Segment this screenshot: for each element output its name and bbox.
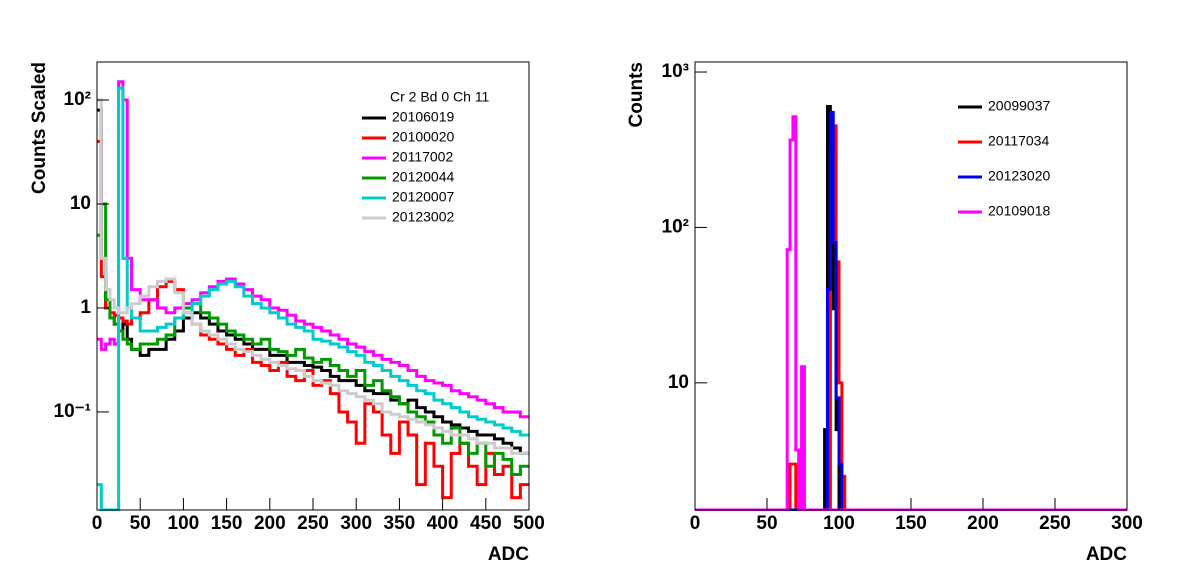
y-tick-label: 10² [662, 216, 689, 237]
legend-label: 20106019 [392, 109, 455, 125]
histogram-line [97, 202, 529, 477]
x-tick-label: 250 [297, 513, 329, 534]
x-tick-label: 500 [513, 513, 545, 534]
legend-label: 20123020 [988, 168, 1051, 184]
histogram-line [97, 86, 529, 511]
x-axis-title: ADC [1086, 544, 1127, 565]
legend-label: 20123002 [392, 209, 455, 225]
x-tick-label: 150 [895, 513, 927, 534]
y-tick-label: 10⁻¹ [54, 401, 92, 422]
x-tick-label: 200 [254, 513, 286, 534]
y-tick-label: 10 [668, 372, 689, 393]
legend-label: 20100020 [392, 129, 455, 145]
legend-label: 20120044 [392, 169, 455, 185]
y-tick-label: 10³ [662, 61, 689, 82]
x-tick-label: 100 [823, 513, 855, 534]
legend-label: 20099037 [988, 98, 1051, 114]
x-tick-label: 50 [756, 513, 777, 534]
x-tick-label: 50 [130, 513, 151, 534]
legend-label: 20117034 [988, 133, 1049, 149]
legend-label: 20109018 [988, 203, 1051, 219]
x-axis-title: ADC [488, 544, 529, 565]
legend-title: Cr 2 Bd 0 Ch 11 [390, 89, 490, 105]
x-tick-label: 200 [967, 513, 999, 534]
x-tick-label: 300 [340, 513, 372, 534]
y-tick-label: 1 [80, 297, 91, 318]
y-axis-title: Counts [626, 62, 647, 127]
x-tick-label: 450 [470, 513, 502, 534]
x-tick-label: 300 [1111, 513, 1143, 534]
x-tick-label: 150 [211, 513, 243, 534]
legend-label: 20117002 [392, 149, 453, 165]
histogram-line [97, 98, 529, 455]
x-tick-label: 400 [427, 513, 459, 534]
x-tick-label: 0 [92, 513, 103, 534]
x-tick-label: 250 [1039, 513, 1071, 534]
y-tick-label: 10 [70, 193, 91, 214]
y-axis-title: Counts Scaled [29, 62, 50, 194]
histogram-line [97, 139, 529, 500]
x-tick-label: 0 [690, 513, 701, 534]
y-tick-label: 10² [64, 89, 91, 110]
plot-panel: 0 50 100 150 200 250 300 10 10² 10³ ADC Counts 20099… [626, 61, 1143, 565]
plot-panel: 0 50 100 150 200 250 300 350 400 450 500 10⁻¹ 1 10 10²… [29, 61, 545, 565]
x-tick-label: 350 [384, 513, 416, 534]
x-tick-label: 100 [168, 513, 200, 534]
legend-label: 20120007 [392, 189, 455, 205]
